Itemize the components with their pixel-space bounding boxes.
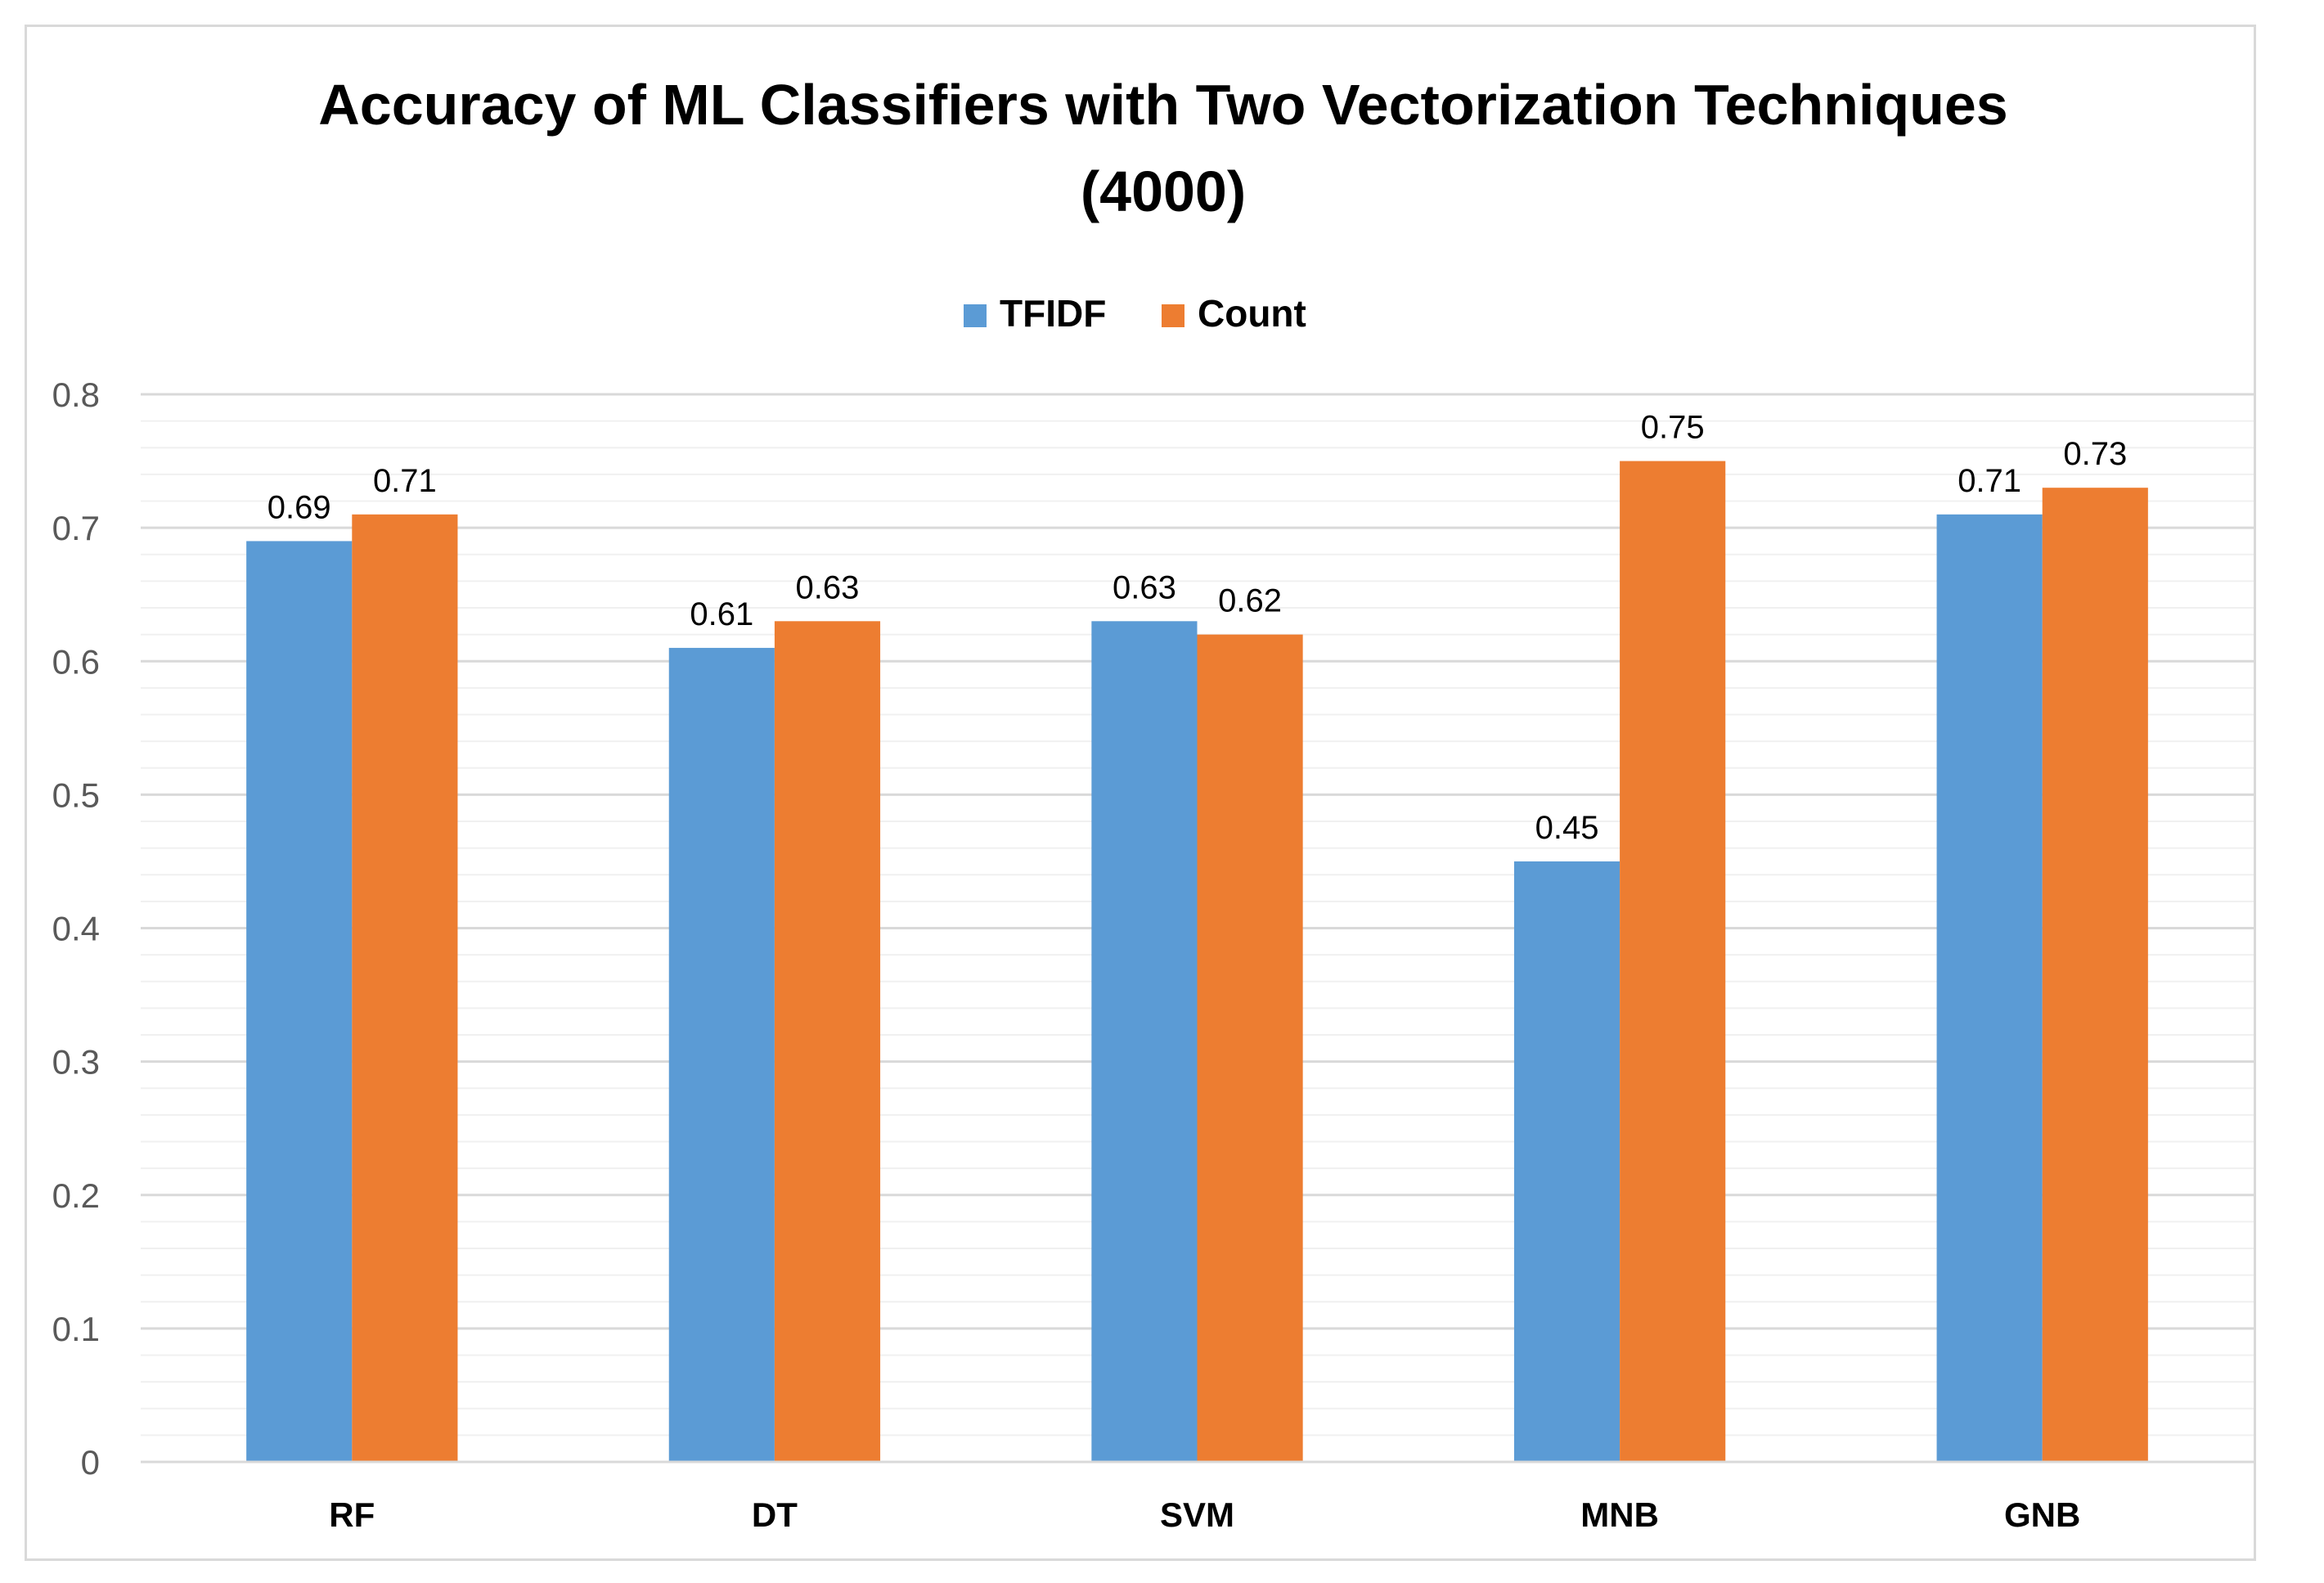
- data-label-count-dt: 0.63: [796, 569, 860, 605]
- x-tick-label-svm: SVM: [1160, 1495, 1234, 1534]
- x-tick-label-gnb: GNB: [2004, 1495, 2080, 1534]
- data-label-count-rf: 0.71: [373, 463, 437, 499]
- legend-label-count: Count: [1198, 292, 1306, 335]
- legend-label-tfidf: TFIDF: [1000, 292, 1106, 335]
- bar-count-dt: [774, 621, 881, 1462]
- data-label-tfidf-rf: 0.69: [267, 489, 331, 525]
- y-tick-label: 0.1: [52, 1310, 100, 1348]
- y-tick-label: 0.4: [52, 910, 100, 948]
- bar-tfidf-svm: [1091, 621, 1198, 1462]
- legend-swatch-tfidf: [964, 304, 987, 327]
- y-tick-label: 0.7: [52, 509, 100, 547]
- x-tick-label-mnb: MNB: [1580, 1495, 1659, 1534]
- y-tick-label: 0.6: [52, 642, 100, 681]
- y-tick-label: 0: [81, 1443, 100, 1482]
- data-label-count-gnb: 0.73: [2063, 436, 2127, 472]
- bar-count-mnb: [1620, 461, 1726, 1462]
- data-label-tfidf-mnb: 0.45: [1535, 810, 1599, 846]
- bar-tfidf-mnb: [1513, 861, 1621, 1462]
- y-axis-ticks: 0 0.1 0.2 0.3 0.4 0.5 0.6 0.7 0.8: [52, 376, 100, 1482]
- y-tick-label: 0.8: [52, 376, 100, 414]
- x-tick-label-dt: DT: [752, 1495, 798, 1534]
- chart-title-subtitle: (4000): [1081, 160, 1246, 223]
- legend-swatch-count: [1162, 304, 1184, 327]
- y-tick-label: 0.3: [52, 1043, 100, 1082]
- data-label-tfidf-gnb: 0.71: [1958, 463, 2021, 499]
- data-label-count-svm: 0.62: [1218, 583, 1282, 619]
- y-tick-label: 0.2: [52, 1176, 100, 1215]
- y-tick-label: 0.5: [52, 776, 100, 814]
- chart-title: Accuracy of ML Classifiers with Two Vect…: [318, 73, 2007, 137]
- x-axis-ticks: RF DT SVM MNB GNB: [329, 1495, 2080, 1534]
- bar-count-svm: [1197, 634, 1303, 1462]
- data-labels: 0.69 0.71 0.61 0.63 0.63 0.62 0.45 0.75 0.71 0.73: [267, 410, 2127, 846]
- bar-series: [246, 461, 2148, 1462]
- x-tick-label-rf: RF: [329, 1495, 375, 1534]
- data-label-tfidf-dt: 0.61: [690, 596, 753, 632]
- data-label-tfidf-svm: 0.63: [1113, 569, 1176, 605]
- data-label-count-mnb: 0.75: [1641, 410, 1705, 446]
- bar-tfidf-rf: [246, 541, 353, 1462]
- bar-tfidf-dt: [668, 647, 775, 1462]
- bar-count-gnb: [2042, 488, 2148, 1462]
- bar-count-rf: [352, 514, 458, 1462]
- legend: TFIDF Count: [964, 292, 1306, 335]
- bar-tfidf-gnb: [1936, 514, 2043, 1462]
